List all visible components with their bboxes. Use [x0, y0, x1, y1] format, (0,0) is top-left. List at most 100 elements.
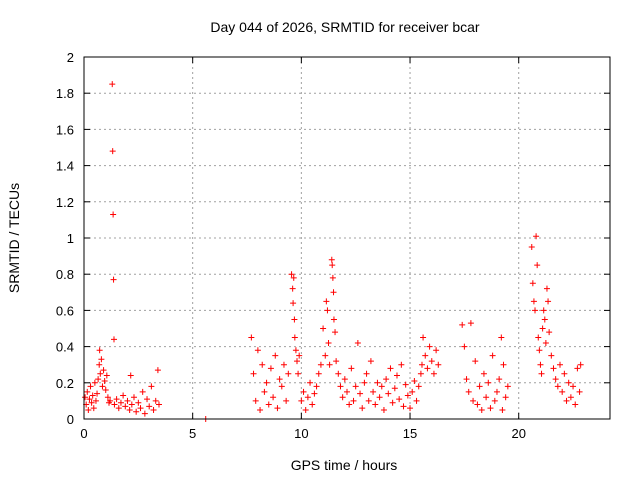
y-tick-label: 1.6	[56, 122, 74, 137]
data-point	[272, 352, 279, 359]
data-point	[291, 316, 298, 323]
data-point	[317, 361, 324, 368]
data-point	[329, 274, 336, 281]
data-point	[250, 370, 257, 377]
data-point	[298, 397, 305, 404]
x-tick-label: 10	[294, 426, 308, 441]
data-point	[300, 388, 307, 395]
data-point	[346, 401, 353, 408]
data-point	[278, 383, 285, 390]
data-point	[311, 390, 318, 397]
data-point	[110, 276, 117, 283]
data-point	[335, 370, 342, 377]
data-point	[391, 385, 398, 392]
data-point	[104, 394, 111, 401]
data-point	[530, 298, 537, 305]
data-point	[115, 405, 122, 412]
data-point	[320, 325, 327, 332]
data-point	[538, 370, 545, 377]
data-point	[374, 379, 381, 386]
data-point	[372, 401, 379, 408]
y-tick-label: 2	[67, 50, 74, 65]
data-point	[365, 397, 372, 404]
data-point	[344, 388, 350, 395]
data-point	[370, 388, 377, 395]
data-point	[557, 361, 564, 368]
data-point	[467, 320, 474, 327]
data-point	[330, 289, 337, 296]
data-point	[565, 379, 572, 386]
data-point	[433, 347, 440, 354]
data-point	[96, 347, 103, 354]
data-point	[574, 365, 581, 372]
data-point	[100, 367, 107, 374]
data-point	[94, 390, 101, 397]
data-point	[576, 388, 583, 395]
y-tick-label: 1	[67, 231, 74, 246]
data-point	[92, 397, 99, 404]
data-point	[307, 379, 314, 386]
data-point	[422, 352, 429, 359]
data-point	[545, 298, 552, 305]
data-point	[540, 307, 547, 314]
data-point	[535, 334, 542, 341]
data-point	[491, 397, 498, 404]
y-tick-label: 1.4	[56, 159, 74, 174]
data-point	[126, 406, 133, 413]
data-point	[567, 394, 574, 401]
data-point	[332, 329, 339, 336]
data-point	[528, 244, 535, 251]
data-point	[400, 403, 407, 410]
y-tick-label: 1.2	[56, 195, 74, 210]
data-point	[502, 394, 509, 401]
data-point	[500, 361, 507, 368]
data-point	[380, 406, 387, 413]
data-point	[570, 383, 577, 390]
data-point	[150, 406, 157, 413]
data-point	[330, 316, 337, 323]
data-point	[109, 148, 116, 155]
data-point	[536, 347, 543, 354]
y-tick-label: 0.6	[56, 303, 74, 318]
data-point	[90, 405, 97, 412]
data-point	[329, 262, 336, 269]
data-point	[539, 325, 546, 332]
data-point	[561, 370, 568, 377]
data-point	[324, 307, 331, 314]
data-point	[352, 383, 359, 390]
data-point	[572, 401, 579, 408]
data-point	[487, 405, 494, 412]
data-point	[499, 406, 506, 413]
data-point	[101, 377, 108, 384]
data-point	[478, 406, 485, 413]
data-point	[387, 365, 394, 372]
data-point	[274, 405, 281, 412]
data-point	[97, 370, 104, 377]
data-point	[415, 383, 422, 390]
data-point	[533, 233, 540, 240]
data-point	[418, 361, 425, 368]
data-point	[363, 370, 370, 377]
data-point	[86, 396, 93, 403]
data-point	[459, 321, 466, 328]
data-point	[148, 383, 155, 390]
data-point	[285, 370, 292, 377]
grid-lines	[84, 57, 610, 419]
data-point	[139, 388, 146, 395]
data-point	[154, 367, 161, 374]
data-point	[554, 383, 561, 390]
data-point	[107, 397, 114, 404]
data-point	[413, 397, 420, 404]
data-point	[337, 383, 344, 390]
data-point	[326, 361, 333, 368]
data-point	[323, 298, 330, 305]
y-tick-label: 0.2	[56, 376, 74, 391]
data-point	[259, 361, 266, 368]
data-point	[111, 401, 118, 408]
data-point	[465, 388, 472, 395]
data-point	[339, 394, 346, 401]
data-point	[124, 397, 131, 404]
data-point	[504, 383, 511, 390]
data-point	[542, 339, 549, 346]
data-point	[291, 334, 298, 341]
